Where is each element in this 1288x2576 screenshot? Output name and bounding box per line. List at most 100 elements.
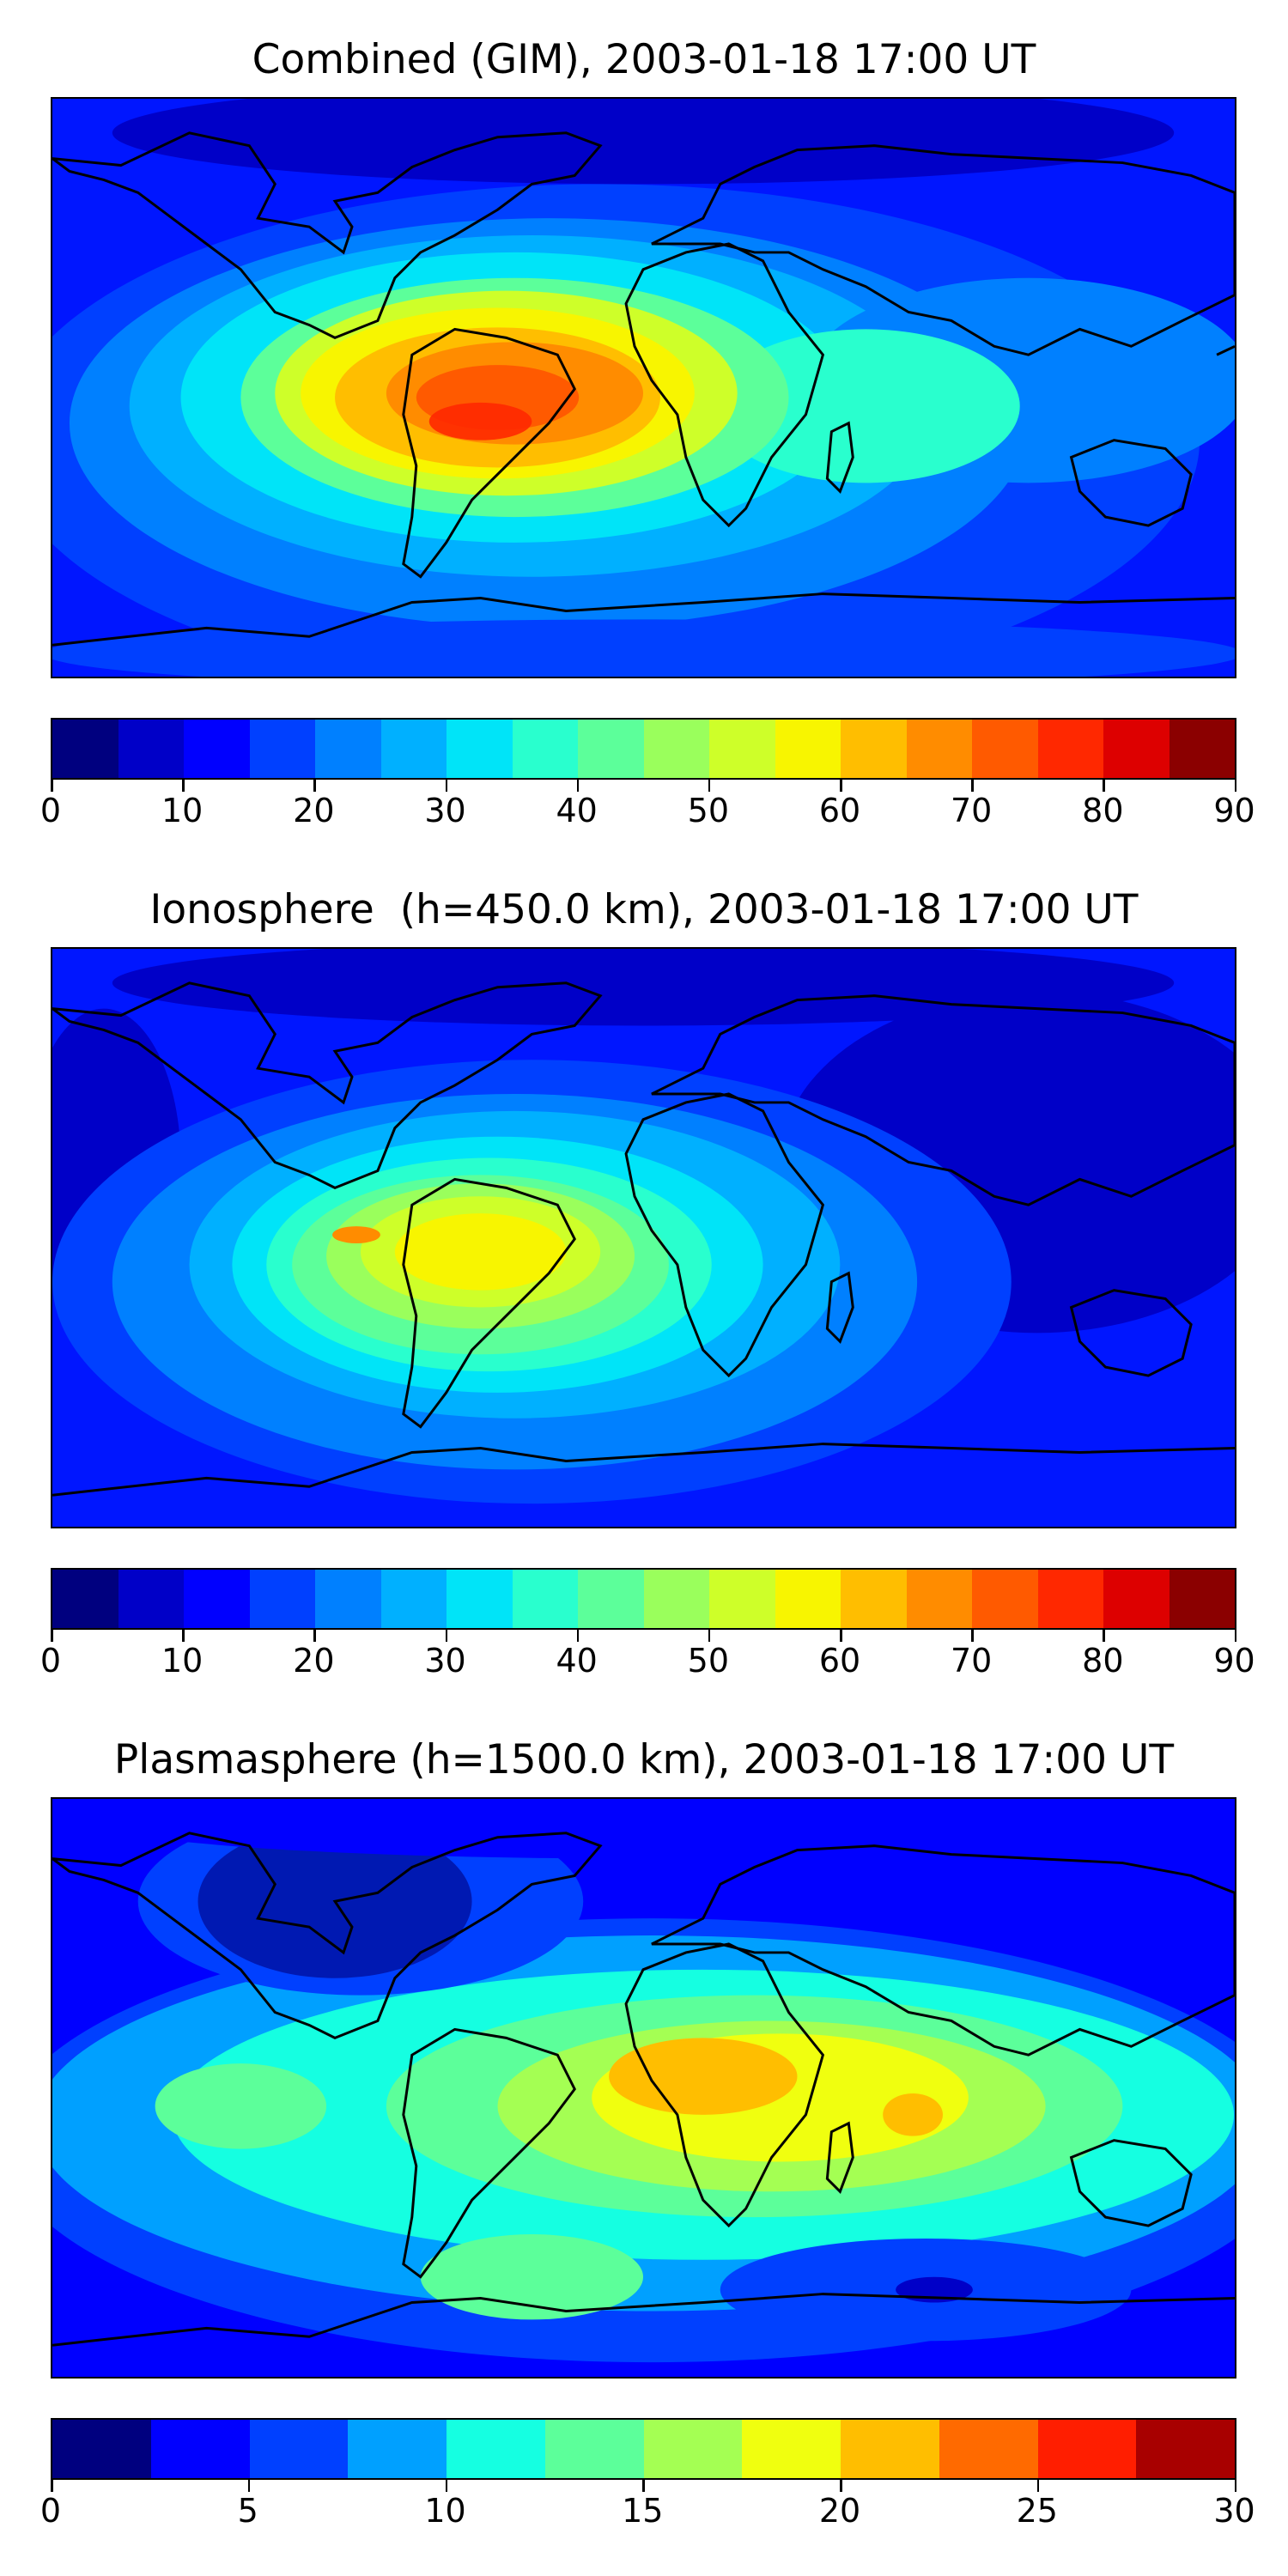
- colorbar-tick-label: 10: [161, 1642, 204, 1680]
- colorbar-tick: [1234, 2480, 1236, 2492]
- colorbar-tick-label: 5: [237, 2492, 258, 2530]
- colorbar-tick-label: 20: [818, 2492, 861, 2530]
- colorbar-tick: [840, 780, 842, 792]
- colorbar-segment: [249, 1570, 315, 1628]
- colorbar-segment: [544, 2420, 644, 2478]
- colorbar-tick-label: 0: [39, 792, 62, 829]
- colorbar-segment: [906, 720, 972, 778]
- map-ionosphere: [51, 947, 1236, 1528]
- colorbar-tick-label: 90: [1213, 792, 1255, 829]
- colorbar-segment: [52, 2420, 151, 2478]
- colorbar-segment: [249, 2420, 349, 2478]
- colorbar-tick-label: 30: [424, 1642, 466, 1680]
- colorbar-segment: [643, 2420, 743, 2478]
- colorbar-segment: [1103, 720, 1170, 778]
- colorbar-segment: [1169, 1570, 1235, 1628]
- colorbar-segment: [52, 1570, 118, 1628]
- colorbar-tick: [445, 1630, 447, 1642]
- colorbar-tick: [576, 1630, 580, 1642]
- colorbar-segment: [348, 2420, 447, 2478]
- colorbar-tick: [51, 780, 53, 792]
- colorbar-tick: [182, 780, 185, 792]
- colorbar-tick-label: 30: [424, 792, 466, 829]
- map-plasmasphere: [51, 1797, 1236, 2379]
- colorbar-segment: [742, 2420, 841, 2478]
- colorbar-tick-label: 70: [950, 1642, 993, 1680]
- colorbar-segment: [118, 720, 184, 778]
- colorbar-tick-label: 40: [556, 792, 598, 829]
- colorbar-segment: [643, 720, 709, 778]
- colorbar-combined: [51, 718, 1236, 780]
- colorbar-segment: [972, 1570, 1038, 1628]
- colorbar-tick-label: 90: [1213, 1642, 1255, 1680]
- colorbar-tick: [1103, 780, 1105, 792]
- colorbar-tick-label: 50: [687, 792, 729, 829]
- colorbar-tick-label: 15: [622, 2492, 664, 2530]
- colorbar-tick: [445, 780, 447, 792]
- map-plasmasphere-svg: [52, 1799, 1235, 2377]
- colorbar-tick: [51, 2480, 53, 2492]
- panel-title-ionosphere: Ionosphere (h=450.0 km), 2003-01-18 17:0…: [149, 886, 1139, 933]
- colorbar-segment: [1037, 2420, 1137, 2478]
- colorbar-tick: [313, 780, 316, 792]
- colorbar-tick: [1036, 2480, 1040, 2492]
- colorbar-ionosphere: [51, 1568, 1236, 1630]
- colorbar-segment: [184, 720, 250, 778]
- panel-title-combined: Combined (GIM), 2003-01-18 17:00 UT: [252, 36, 1036, 83]
- colorbar-tick-label: 60: [818, 1642, 861, 1680]
- colorbar-tick: [51, 1630, 53, 1642]
- map-combined-svg: [52, 99, 1235, 677]
- colorbar-segment: [52, 720, 118, 778]
- map-ionosphere-svg: [52, 949, 1235, 1527]
- colorbar-tick: [1103, 1630, 1105, 1642]
- colorbar-segment: [512, 1570, 578, 1628]
- colorbar-tick: [971, 1630, 974, 1642]
- colorbar-tick: [182, 1630, 185, 1642]
- colorbar-plasmasphere: [51, 2418, 1236, 2480]
- colorbar-segment: [841, 2420, 939, 2478]
- colorbar-segment: [380, 720, 447, 778]
- colorbar-segment: [906, 1570, 972, 1628]
- colorbar-tick: [576, 780, 580, 792]
- colorbar-tick: [840, 2480, 842, 2492]
- colorbar-tick: [445, 2480, 447, 2492]
- colorbar-segment: [1136, 2420, 1235, 2478]
- colorbar-segment: [512, 720, 578, 778]
- colorbar-tick: [708, 1630, 711, 1642]
- colorbar-segment: [315, 1570, 381, 1628]
- colorbar-segment: [709, 1570, 775, 1628]
- colorbar-segment: [118, 1570, 184, 1628]
- colorbar-segment: [972, 720, 1038, 778]
- colorbar-segment: [709, 720, 775, 778]
- colorbar-tick: [840, 1630, 842, 1642]
- colorbar-tick: [247, 2480, 251, 2492]
- colorbar-segment: [578, 1570, 644, 1628]
- colorbar-tick-label: 25: [1016, 2492, 1058, 2530]
- colorbar-segment: [315, 720, 381, 778]
- colorbar-tick-label: 50: [687, 1642, 729, 1680]
- colorbar-segment: [578, 720, 644, 778]
- colorbar-segment: [447, 1570, 513, 1628]
- colorbar-tick-label: 30: [1213, 2492, 1255, 2530]
- colorbar-segment: [841, 720, 907, 778]
- colorbar-tick-label: 20: [293, 792, 335, 829]
- colorbar-segment: [939, 2420, 1038, 2478]
- colorbar-tick-label: 10: [424, 2492, 466, 2530]
- colorbar-tick-label: 60: [818, 792, 861, 829]
- colorbar-tick-label: 10: [161, 792, 204, 829]
- colorbar-segment: [775, 1570, 841, 1628]
- colorbar-tick: [642, 2480, 645, 2492]
- panel-title-plasmasphere: Plasmasphere (h=1500.0 km), 2003-01-18 1…: [113, 1736, 1175, 1783]
- colorbar-tick: [1234, 1630, 1236, 1642]
- colorbar-segment: [1037, 720, 1103, 778]
- colorbar-segment: [249, 720, 315, 778]
- colorbar-segment: [1103, 1570, 1170, 1628]
- colorbar-tick-label: 0: [39, 2492, 62, 2530]
- colorbar-segment: [380, 1570, 447, 1628]
- colorbar-tick-label: 80: [1082, 1642, 1124, 1680]
- colorbar-segment: [1169, 720, 1235, 778]
- colorbar-tick-label: 40: [556, 1642, 598, 1680]
- map-combined: [51, 97, 1236, 678]
- colorbar-segment: [447, 720, 513, 778]
- colorbar-segment: [447, 2420, 545, 2478]
